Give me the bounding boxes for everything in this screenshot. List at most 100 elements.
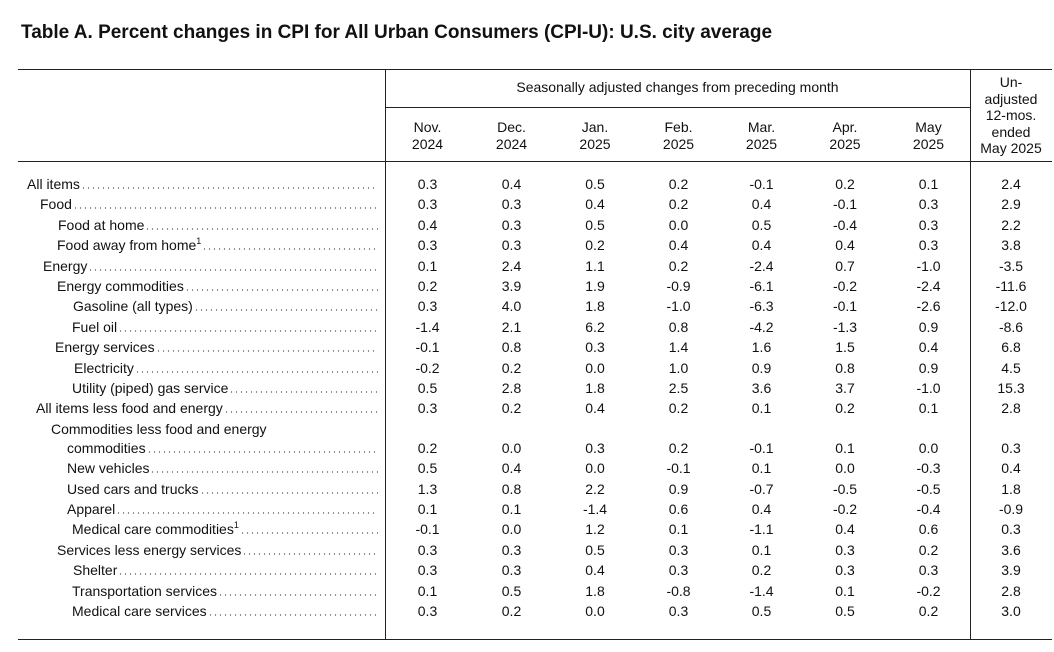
cell: 0.3 (835, 541, 855, 558)
cell: 1.8 (585, 298, 605, 315)
cell: 1.9 (585, 278, 605, 294)
cell: 2.5 (668, 380, 689, 396)
cell: 0.8 (835, 359, 855, 376)
header-line: ended (991, 123, 1031, 140)
cell: 1.8 (585, 582, 605, 599)
row-label: Fuel oil (72, 318, 380, 336)
cell: 1.4 (668, 339, 689, 356)
cell: 0.3 (1001, 521, 1021, 538)
cell: -6.1 (749, 278, 774, 294)
header-line: 12-mos. (985, 107, 1037, 123)
cell: 2.1 (501, 318, 522, 335)
cell: -0.2 (916, 582, 941, 599)
header-line: Un- (999, 74, 1023, 90)
cell: 0.2 (835, 176, 855, 192)
cell: 1.8 (585, 380, 605, 396)
cell: -1.4 (582, 501, 608, 517)
cell: 0.2 (501, 359, 522, 376)
cell: 0.1 (751, 460, 772, 477)
cell: 0.4 (417, 216, 438, 233)
cell: 0.4 (835, 237, 855, 254)
row-label: Medical care commodities1 (72, 520, 380, 538)
cell: 0.2 (501, 603, 522, 619)
label-text: Gasoline (all types) (73, 298, 193, 315)
row-label: All items (27, 175, 380, 193)
cell: -0.2 (832, 278, 858, 294)
header-line: Apr. (832, 119, 858, 135)
cell: 0.9 (918, 318, 939, 335)
cell: 1.0 (668, 359, 689, 376)
cell: -0.1 (832, 196, 858, 213)
cell: -0.1 (666, 460, 691, 477)
cell: 0.3 (918, 216, 939, 233)
row-label: Transportation services (72, 582, 380, 600)
rule (18, 161, 1052, 162)
cell: 0.2 (417, 278, 438, 294)
cell: -3.5 (998, 257, 1024, 274)
leader (146, 450, 378, 453)
cell: 0.2 (918, 603, 939, 619)
cell: 0.3 (918, 237, 939, 254)
cell: 0.1 (918, 400, 939, 417)
column-header: May 2025 (887, 119, 970, 153)
leader (242, 552, 378, 555)
cell: -8.6 (998, 318, 1024, 335)
header-line: May (915, 119, 942, 135)
row-label: Energy commodities (57, 277, 380, 295)
cell: -0.1 (749, 439, 774, 456)
cell: 0.2 (751, 562, 772, 579)
cell: 2.4 (501, 257, 522, 274)
cell: 0.9 (751, 359, 772, 376)
cell: 6.2 (585, 318, 605, 335)
cell: -0.1 (415, 339, 440, 356)
cell: 0.1 (835, 582, 855, 599)
cell: 0.3 (918, 562, 939, 579)
row-label: Energy services (55, 338, 380, 356)
cell: -6.3 (749, 298, 774, 315)
table-title: Table A. Percent changes in CPI for All … (21, 22, 773, 43)
cell: 0.9 (668, 480, 689, 497)
cell: 0.0 (918, 439, 939, 456)
leader (118, 573, 378, 576)
header-line: Feb. (664, 119, 693, 135)
row-label: Gasoline (all types) (73, 297, 380, 315)
column-header: Nov. 2024 (385, 119, 470, 153)
row-label: Apparel (67, 500, 380, 518)
cell: 0.3 (668, 541, 689, 558)
header-line: Mar. (747, 119, 776, 135)
cell: 3.9 (1001, 562, 1021, 579)
label-text: Shelter (73, 562, 118, 579)
cell: 2.2 (585, 480, 605, 497)
cell: 4.5 (1001, 359, 1021, 376)
cell: 0.2 (501, 400, 522, 417)
cell: -0.8 (666, 582, 691, 599)
cell: 0.3 (918, 196, 939, 213)
label-text: Energy commodities (57, 278, 184, 294)
row-label: Energy (43, 257, 380, 275)
cell: 0.1 (417, 582, 438, 599)
rule (385, 107, 970, 108)
cell: 0.2 (668, 196, 689, 213)
cell: 0.9 (918, 359, 939, 376)
cell: 3.7 (835, 380, 855, 396)
cell: 0.3 (417, 562, 438, 579)
cell: -1.0 (916, 380, 941, 396)
label-text: Medical care services (72, 603, 207, 619)
leader (217, 593, 378, 596)
cell: 0.3 (417, 196, 438, 213)
rule (18, 639, 1052, 640)
cell: -1.4 (415, 318, 440, 335)
row-label: Shelter (73, 561, 380, 579)
cell: 0.7 (835, 257, 855, 274)
header-line: 2024 (411, 136, 444, 152)
cell: 3.0 (1001, 603, 1021, 619)
cell: -0.5 (832, 480, 858, 497)
cell: 0.4 (668, 237, 689, 254)
cell: 0.3 (585, 339, 605, 356)
cell: 0.2 (668, 400, 689, 417)
row-label: Food (40, 195, 380, 213)
cell: 0.3 (417, 400, 438, 417)
cell: -0.2 (415, 359, 440, 376)
label-text: Food away from home1 (57, 236, 202, 254)
